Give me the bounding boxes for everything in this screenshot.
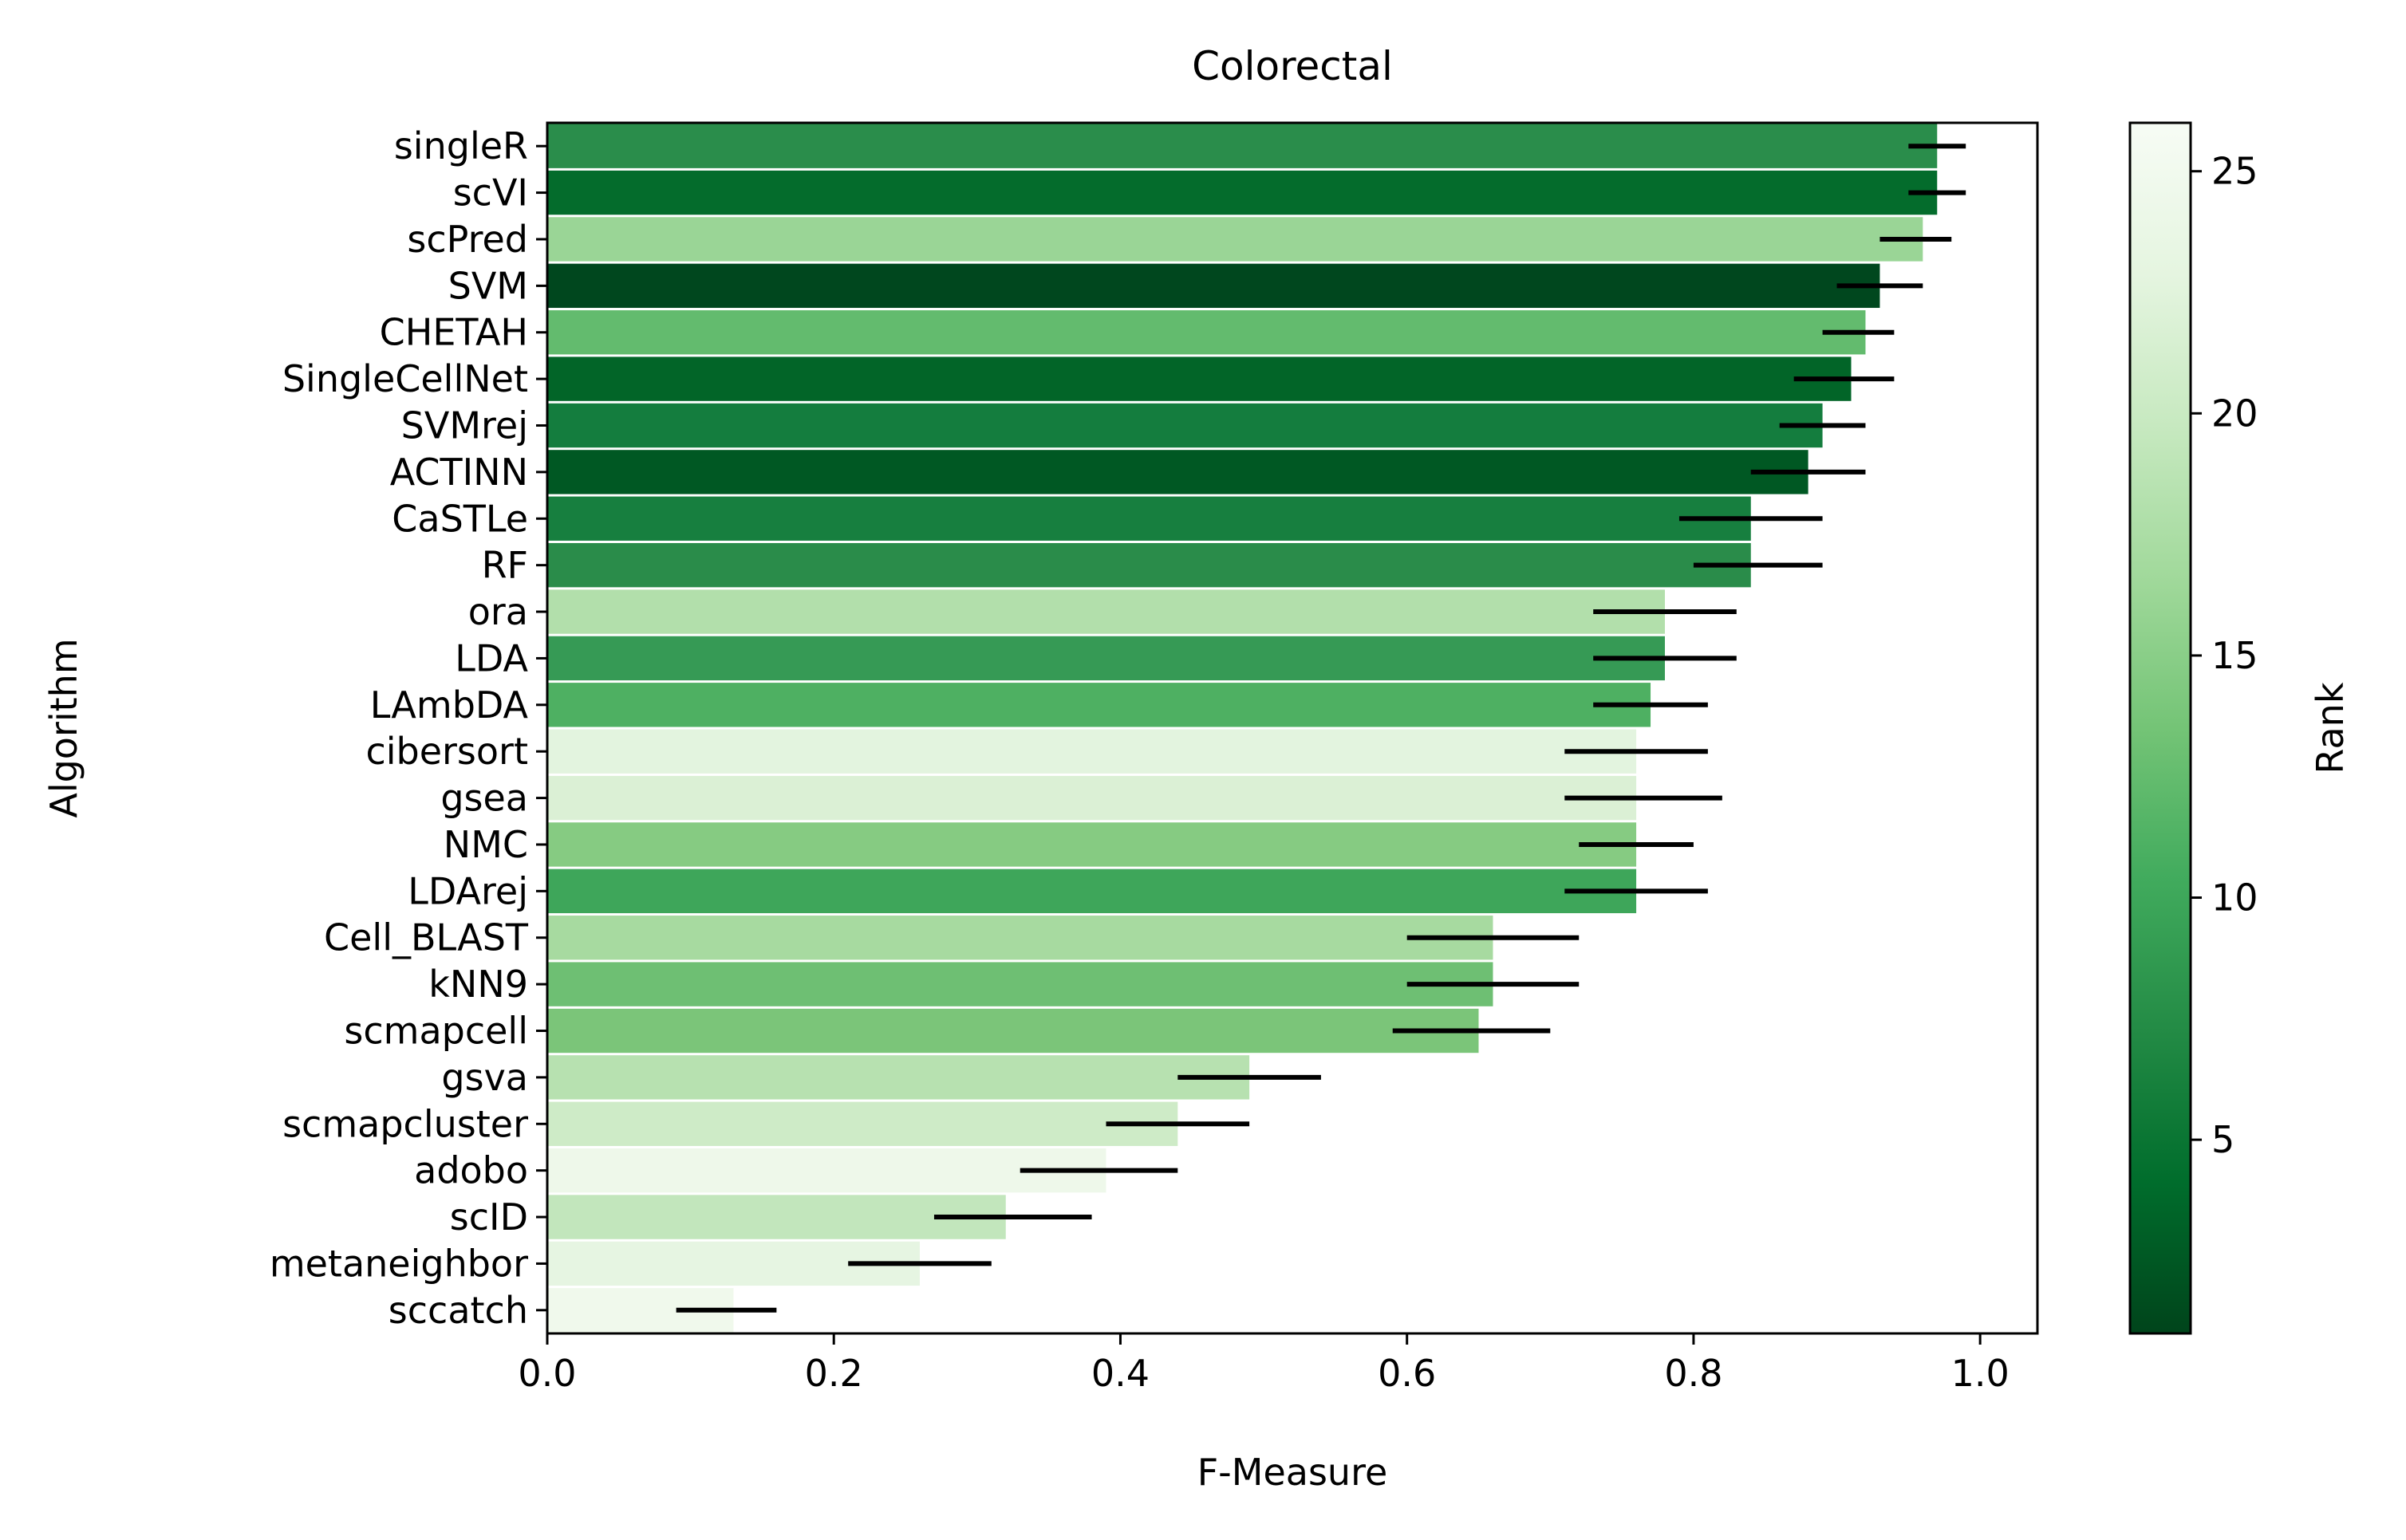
bar xyxy=(547,1055,1250,1100)
colorbar-gradient xyxy=(2128,121,2192,1335)
chart-title: Colorectal xyxy=(1192,43,1393,89)
y-tick-label: RF xyxy=(482,544,528,587)
x-tick-label: 1.0 xyxy=(1951,1352,2010,1395)
x-axis: 0.0 0.2 0.4 0.6 0.8 1.0 xyxy=(518,1333,2010,1395)
bar xyxy=(547,636,1665,681)
y-tick-label: SVMrej xyxy=(401,404,528,447)
y-tick-label: gsea xyxy=(440,777,528,820)
y-tick-label: scmapcell xyxy=(344,1010,528,1053)
bar xyxy=(547,916,1493,960)
colorbar-tick-label: 25 xyxy=(2211,150,2258,193)
bar xyxy=(547,1195,1006,1239)
x-tick-label: 0.4 xyxy=(1091,1352,1150,1395)
bar xyxy=(547,962,1493,1006)
y-tick-label: SingleCellNet xyxy=(282,357,528,400)
bar xyxy=(547,683,1651,727)
bar xyxy=(547,356,1852,401)
y-tick-label: scID xyxy=(450,1195,528,1239)
y-tick-label: cibersort xyxy=(365,730,528,773)
bar xyxy=(547,450,1808,494)
colorbar-tick-label: 15 xyxy=(2211,634,2258,677)
y-tick-label: ora xyxy=(468,590,528,633)
bar xyxy=(547,868,1637,914)
y-tick-label: CHETAH xyxy=(380,311,528,354)
bar xyxy=(547,822,1637,867)
y-tick-label: singleR xyxy=(394,124,528,167)
x-axis-label: F-Measure xyxy=(1197,1451,1388,1494)
bar xyxy=(547,217,1923,262)
colorbar: 5 10 15 20 25 Rank xyxy=(2128,121,2352,1335)
y-tick-label: LAmbDA xyxy=(370,683,529,727)
bar xyxy=(547,170,1938,215)
y-tick-label: adobo xyxy=(414,1149,528,1192)
y-tick-label: LDA xyxy=(455,636,528,679)
y-tick-label: sccatch xyxy=(389,1289,528,1332)
y-tick-label: SVM xyxy=(448,264,528,307)
y-tick-label: LDArej xyxy=(408,869,528,912)
bar xyxy=(547,1008,1479,1054)
y-tick-label: gsva xyxy=(441,1056,528,1099)
y-tick-label: ACTINN xyxy=(390,451,528,494)
x-tick-label: 0.2 xyxy=(805,1352,863,1395)
bar xyxy=(547,403,1823,448)
bar xyxy=(547,729,1637,774)
bar xyxy=(547,589,1665,634)
bars-layer xyxy=(547,124,1938,1333)
bar xyxy=(547,1148,1106,1193)
bar xyxy=(547,263,1880,309)
bar xyxy=(547,310,1866,355)
y-axis: singleRscVIscPredSVMCHETAHSingleCellNetS… xyxy=(270,124,547,1332)
bar xyxy=(547,775,1637,821)
colorbar-tick-label: 20 xyxy=(2211,392,2258,435)
x-tick-label: 0.8 xyxy=(1664,1352,1722,1395)
x-tick-label: 0.0 xyxy=(518,1352,576,1395)
y-tick-label: metaneighbor xyxy=(270,1242,528,1285)
x-tick-label: 0.6 xyxy=(1378,1352,1436,1395)
y-tick-label: scmapcluster xyxy=(282,1102,528,1145)
colorbar-label: Rank xyxy=(2309,682,2352,774)
y-tick-label: NMC xyxy=(444,823,528,866)
y-axis-label: Algorithm xyxy=(42,638,85,817)
errorbars-layer xyxy=(676,144,1966,1313)
bar xyxy=(547,496,1751,541)
y-tick-label: kNN9 xyxy=(428,963,528,1006)
y-tick-label: CaSTLe xyxy=(392,497,528,540)
y-tick-label: Cell_BLAST xyxy=(324,916,529,959)
bar xyxy=(547,542,1751,588)
colorbar-tick-label: 5 xyxy=(2211,1118,2234,1161)
plot-frame xyxy=(546,121,2039,1335)
bar xyxy=(547,124,1938,168)
y-tick-label: scVI xyxy=(453,171,528,215)
colorbar-tick-label: 10 xyxy=(2211,876,2258,920)
colorbar-ticks: 5 10 15 20 25 xyxy=(2191,150,2258,1161)
bar xyxy=(547,1101,1178,1146)
y-tick-label: scPred xyxy=(407,218,528,261)
